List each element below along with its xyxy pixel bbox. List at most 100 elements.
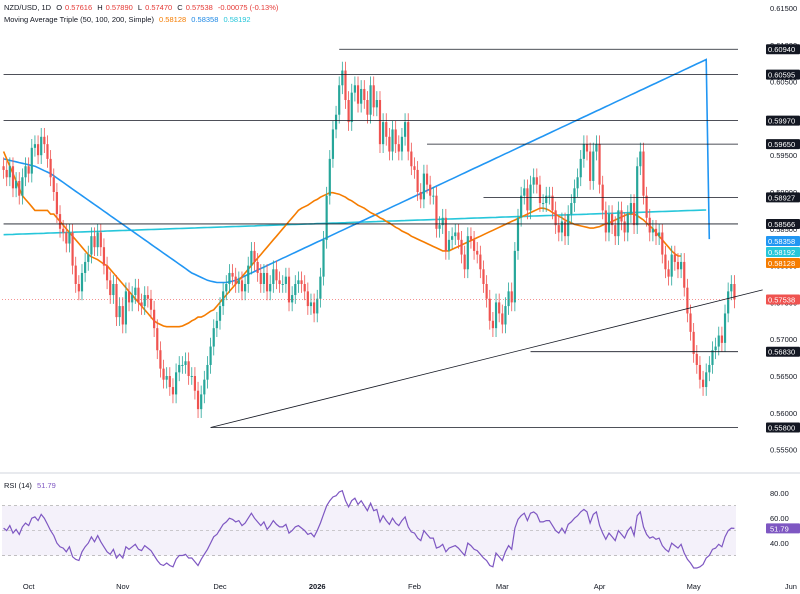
candle-body bbox=[124, 291, 127, 325]
candle-body bbox=[71, 232, 74, 266]
candle-body bbox=[466, 236, 469, 270]
candle-body bbox=[397, 144, 400, 152]
candle-body bbox=[247, 265, 250, 284]
candle-body bbox=[410, 151, 413, 167]
candle-body bbox=[294, 284, 297, 296]
candle-body bbox=[629, 203, 633, 215]
candle-body bbox=[378, 100, 382, 145]
candle-body bbox=[510, 291, 513, 303]
candle-body bbox=[447, 239, 451, 251]
candle-body bbox=[231, 272, 234, 277]
candle-body bbox=[513, 250, 516, 303]
candle-body bbox=[598, 144, 601, 185]
candle-body bbox=[11, 166, 15, 189]
candle-body bbox=[592, 151, 595, 181]
rsi-title: RSI (14) bbox=[4, 481, 32, 490]
candle-body bbox=[96, 232, 99, 248]
candle-body bbox=[469, 236, 473, 240]
candle-body bbox=[27, 166, 30, 174]
candle-body bbox=[55, 192, 58, 215]
candle-body bbox=[149, 298, 153, 310]
candle-body bbox=[654, 228, 658, 237]
candle-body bbox=[356, 85, 360, 104]
candle-body bbox=[617, 210, 620, 237]
level-label: 0.60595 bbox=[768, 71, 795, 80]
candle-body bbox=[557, 225, 560, 233]
candle-body bbox=[532, 177, 535, 185]
candle-body bbox=[692, 331, 695, 354]
candle-body bbox=[162, 368, 165, 380]
change-value: -0.00075 (-0.13%) bbox=[217, 3, 279, 12]
candle-body bbox=[77, 284, 80, 292]
candle-body bbox=[240, 280, 244, 292]
candle-body bbox=[595, 144, 598, 152]
y-tick-label: 0.56000 bbox=[770, 409, 797, 418]
candle-body bbox=[319, 276, 322, 299]
candle-body bbox=[8, 166, 11, 178]
candle-body bbox=[127, 291, 131, 303]
ma50-line bbox=[2, 151, 682, 328]
trendline bbox=[210, 289, 763, 428]
rsi-header: RSI (14) 51.79 bbox=[4, 481, 59, 490]
candle-body bbox=[18, 180, 21, 196]
candle-body bbox=[454, 232, 457, 237]
candle-body bbox=[253, 250, 256, 262]
candle-body bbox=[275, 269, 278, 281]
close-value: 0.57538 bbox=[185, 3, 213, 12]
candle-body bbox=[5, 169, 8, 178]
candle-body bbox=[733, 284, 736, 300]
level-label: 0.60940 bbox=[768, 45, 795, 54]
candle-body bbox=[372, 85, 375, 108]
candle-body bbox=[209, 346, 212, 365]
ma100-line bbox=[3, 58, 711, 284]
candle-body bbox=[485, 284, 488, 299]
symbol-label: NZD/USD, 1D bbox=[4, 3, 52, 12]
price-badge-label: 0.57538 bbox=[768, 295, 795, 304]
candle-body bbox=[134, 287, 137, 296]
candle-body bbox=[306, 291, 309, 307]
candle-body bbox=[548, 195, 551, 197]
candle-body bbox=[451, 236, 454, 240]
candle-body bbox=[611, 214, 614, 226]
high-label: H bbox=[97, 3, 103, 12]
candle-body bbox=[425, 173, 429, 185]
candle-body bbox=[80, 272, 84, 292]
candle-body bbox=[281, 284, 284, 285]
candle-body bbox=[30, 147, 33, 174]
x-tick-label: Feb bbox=[408, 582, 421, 591]
level-label: 0.55800 bbox=[768, 424, 795, 433]
candle-body bbox=[334, 114, 338, 130]
candle-body bbox=[278, 280, 281, 284]
candle-body bbox=[222, 291, 225, 307]
candle-body bbox=[121, 306, 124, 325]
candle-body bbox=[535, 177, 538, 185]
candle-body bbox=[711, 350, 714, 365]
candle-body bbox=[350, 92, 353, 123]
candle-body bbox=[203, 379, 206, 395]
candle-body bbox=[15, 180, 18, 189]
y-tick-label: 0.57000 bbox=[770, 335, 797, 344]
candle-body bbox=[730, 284, 733, 292]
candle-body bbox=[181, 364, 184, 366]
candle-body bbox=[563, 221, 567, 237]
candle-body bbox=[225, 284, 228, 292]
candle-body bbox=[664, 254, 667, 270]
candle-body bbox=[717, 335, 720, 347]
candle-body bbox=[360, 88, 363, 104]
candle-body bbox=[523, 188, 526, 196]
open-label: O bbox=[56, 3, 63, 12]
candle-body bbox=[579, 158, 582, 178]
candle-body bbox=[476, 250, 479, 255]
y-tick-label: 0.55500 bbox=[770, 446, 797, 455]
level-label: 0.59650 bbox=[768, 140, 795, 149]
candle-body bbox=[560, 221, 564, 233]
candle-body bbox=[435, 195, 438, 229]
candle-body bbox=[391, 129, 394, 152]
candle-body bbox=[645, 195, 648, 218]
rsi-badge-label: 51.79 bbox=[770, 524, 789, 533]
candle-body bbox=[463, 254, 466, 270]
candle-body bbox=[479, 254, 482, 270]
candle-body bbox=[143, 295, 146, 307]
candle-body bbox=[84, 261, 87, 273]
